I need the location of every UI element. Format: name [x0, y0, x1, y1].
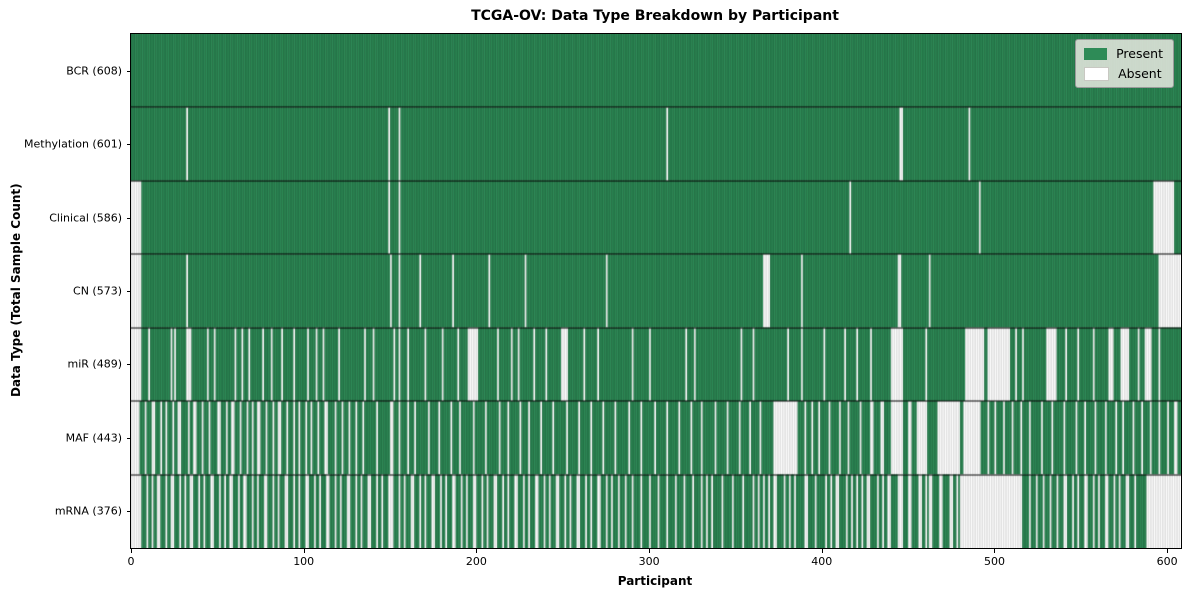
- x-tick-mark: [476, 549, 478, 553]
- x-tick-mark: [1167, 549, 1169, 553]
- y-tick-mark: [127, 437, 131, 439]
- x-tick-mark: [821, 549, 823, 553]
- x-tick-label-400: 400: [811, 555, 833, 568]
- y-tick-mark: [127, 291, 131, 292]
- x-tick-mark: [303, 549, 305, 553]
- y-tick-mark: [127, 70, 131, 72]
- y-tick-label-MAF: MAF (443): [65, 431, 122, 445]
- y-tick-mark: [127, 144, 131, 146]
- plot-area: Present Absent: [130, 33, 1182, 549]
- y-tick-mark: [127, 217, 131, 219]
- x-axis-title: Participant: [617, 574, 693, 588]
- x-tick-label-500: 500: [983, 555, 1005, 568]
- y-tick-label-mRNA: mRNA (376): [54, 504, 122, 518]
- legend-label: Present: [1116, 46, 1163, 61]
- chart-title: TCGA-OV: Data Type Breakdown by Particip…: [471, 8, 839, 24]
- x-tick-label-0: 0: [127, 555, 135, 568]
- x-tick-mark: [649, 549, 651, 553]
- x-tick-mark: [131, 549, 132, 553]
- x-tick-label-300: 300: [638, 555, 660, 568]
- x-tick-label-200: 200: [465, 555, 487, 568]
- x-tick-mark: [994, 549, 996, 553]
- legend-item-absent: Absent: [1084, 66, 1163, 81]
- legend: Present Absent: [1075, 39, 1174, 88]
- heatmap-canvas: [131, 34, 1181, 548]
- legend-swatch-absent: [1084, 66, 1110, 81]
- legend-item-present: Present: [1084, 46, 1163, 61]
- y-tick-label-miR: miR (489): [67, 357, 123, 371]
- x-tick-label-100: 100: [293, 555, 315, 568]
- y-tick-label-BCR: BCR (608): [66, 64, 122, 78]
- y-tick-mark: [127, 364, 131, 366]
- y-tick-label-Clinical: Clinical (586): [49, 211, 122, 225]
- x-tick-label-600: 600: [1156, 555, 1178, 568]
- y-tick-label-CN: CN (573): [73, 284, 122, 298]
- legend-swatch-present: [1084, 47, 1108, 60]
- y-tick-label-Methylation: Methylation (601): [24, 137, 122, 151]
- legend-label: Absent: [1118, 66, 1162, 81]
- y-tick-mark: [127, 511, 131, 513]
